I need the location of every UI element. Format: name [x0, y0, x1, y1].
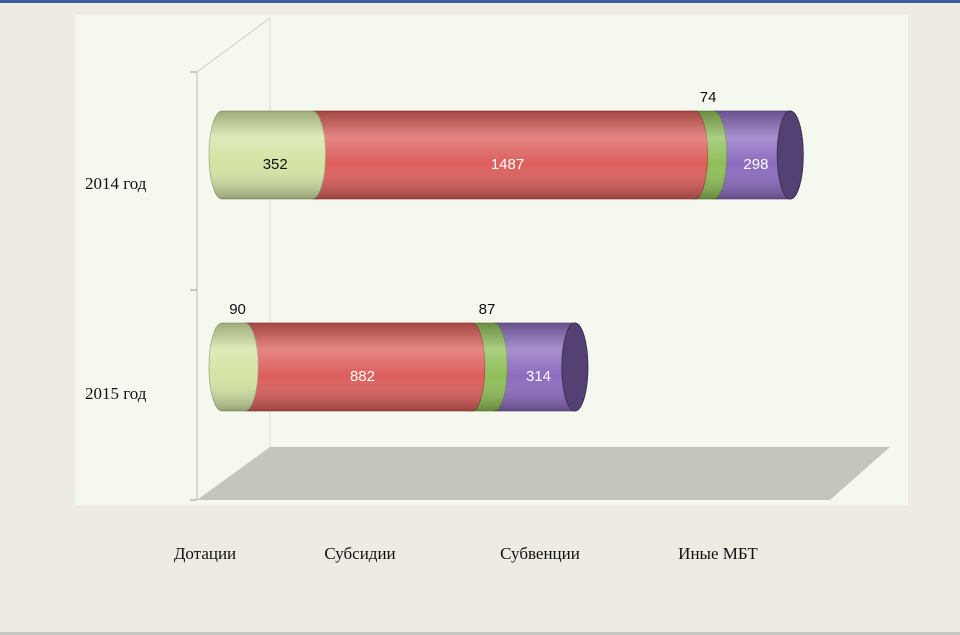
value-label: 314 [526, 368, 551, 385]
value-label: 87 [479, 301, 496, 318]
value-label: 90 [229, 301, 246, 318]
plot-area [75, 15, 908, 505]
bar-cap [776, 110, 804, 200]
category-label: 2014 год [85, 174, 147, 193]
value-label: 298 [743, 156, 768, 173]
legend-entry: Субсидии [324, 544, 395, 563]
bar-shade [209, 323, 575, 411]
bottom-border [0, 632, 960, 635]
value-label: 352 [263, 156, 288, 173]
wall-edge [196, 17, 271, 73]
legend-entry: Иные МБТ [678, 544, 758, 563]
bar-shade [209, 111, 791, 199]
value-label: 74 [700, 89, 717, 106]
value-label: 882 [350, 368, 375, 385]
floor [197, 447, 890, 500]
legend-entry: Дотации [174, 544, 236, 563]
bar-cap [561, 322, 589, 412]
top-border [0, 0, 960, 3]
value-label: 1487 [491, 156, 524, 173]
category-label: 2015 год [85, 384, 147, 403]
legend-entry: Субвенции [500, 544, 580, 563]
